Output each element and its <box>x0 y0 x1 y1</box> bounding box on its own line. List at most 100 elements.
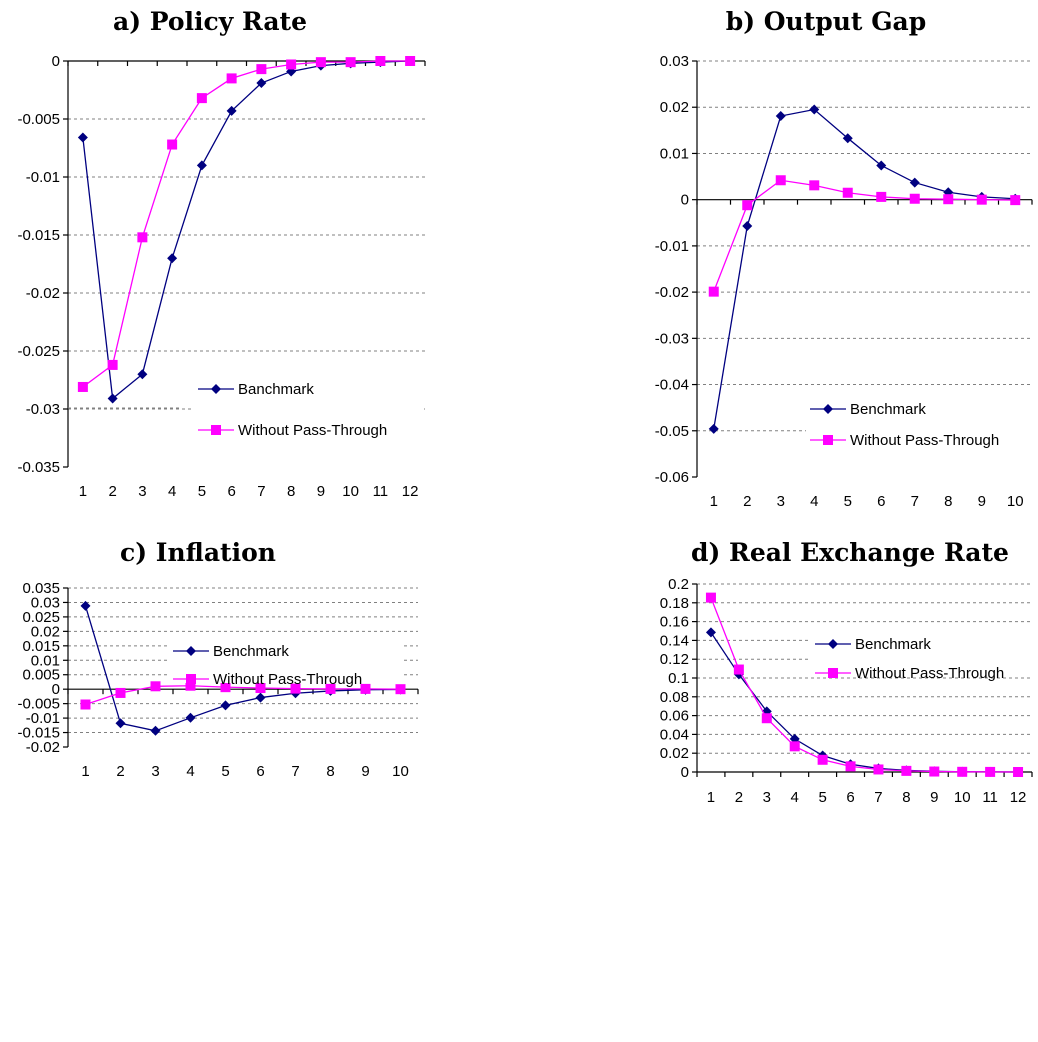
x-tick-label: 6 <box>877 493 885 510</box>
legend: Benchmark Without Pass-Through <box>169 639 404 688</box>
data-point <box>220 700 231 711</box>
x-tick-label: 5 <box>198 483 206 500</box>
data-point <box>185 680 196 691</box>
chart-title: c) Inflation <box>120 538 276 567</box>
x-tick-label: 1 <box>79 483 87 500</box>
data-point <box>705 592 716 603</box>
x-tick-label: 3 <box>138 483 146 500</box>
data-point <box>375 56 386 66</box>
data-point <box>395 684 406 695</box>
x-tick-label: 11 <box>982 789 998 806</box>
y-tick-label: -0.01 <box>26 710 60 727</box>
x-tick-label: 3 <box>763 789 771 806</box>
x-tick-label: 4 <box>810 493 818 510</box>
x-tick-label: 8 <box>326 763 334 780</box>
x-tick-label: 8 <box>902 789 910 806</box>
data-point <box>809 104 820 115</box>
legend-background <box>811 632 1031 676</box>
data-point <box>315 57 326 68</box>
series-line <box>713 179 1016 292</box>
data-point <box>909 177 920 188</box>
x-tick-label: 9 <box>930 789 938 806</box>
y-tick-label: 0.08 <box>660 689 689 706</box>
x-tick-label: 5 <box>221 763 229 780</box>
legend-background <box>806 397 1031 451</box>
data-point <box>742 221 753 232</box>
x-tick-label: 7 <box>291 763 299 780</box>
chart-panel-d: d) Real Exchange Rate0.20.180.160.140.12… <box>660 538 1033 806</box>
data-point <box>185 712 196 723</box>
legend-marker <box>823 435 833 445</box>
y-tick-label: 0 <box>52 53 60 70</box>
data-point <box>345 57 356 68</box>
data-point <box>107 393 118 404</box>
legend-label: Without Pass-Through <box>855 665 1004 682</box>
y-tick-label: 0.01 <box>660 145 689 162</box>
x-tick-label: 7 <box>257 483 265 500</box>
data-point <box>137 232 148 243</box>
x-tick-label: 2 <box>735 789 743 806</box>
y-tick-label: -0.03 <box>26 401 60 418</box>
data-point <box>325 683 336 694</box>
x-tick-label: 10 <box>342 483 359 500</box>
legend-background <box>194 377 424 461</box>
y-tick-label: 0 <box>52 681 60 698</box>
y-tick-label: 0.12 <box>660 651 689 668</box>
x-tick-label: 4 <box>186 763 194 780</box>
x-tick-label: 6 <box>227 483 235 500</box>
data-point <box>873 764 884 775</box>
legend-label: Without Pass-Through <box>238 422 387 439</box>
x-tick-label: 10 <box>392 763 409 780</box>
legend-label: Benchmark <box>213 643 289 660</box>
y-tick-label: -0.025 <box>17 343 60 360</box>
data-point <box>360 683 371 694</box>
x-tick-label: 8 <box>944 493 952 510</box>
y-tick-label: 0.02 <box>660 745 689 762</box>
x-tick-label: 10 <box>1007 493 1024 510</box>
x-tick-label: 9 <box>361 763 369 780</box>
y-tick-label: -0.05 <box>655 423 689 440</box>
y-tick-label: 0.14 <box>660 632 689 649</box>
legend-label: Banchmark <box>238 381 314 398</box>
y-tick-label: 0.2 <box>668 576 689 593</box>
data-point <box>976 194 987 205</box>
series-line <box>82 60 411 400</box>
data-point <box>286 59 297 70</box>
x-tick-label: 7 <box>911 493 919 510</box>
x-tick-label: 4 <box>791 789 799 806</box>
chart-title: b) Output Gap <box>726 7 926 36</box>
data-point <box>405 56 416 66</box>
x-tick-label: 1 <box>81 763 89 780</box>
x-tick-label: 12 <box>1010 789 1027 806</box>
data-point <box>845 761 856 772</box>
y-tick-label: 0.06 <box>660 708 689 725</box>
data-point <box>107 359 118 370</box>
legend-marker <box>211 425 221 435</box>
y-tick-label: -0.02 <box>26 285 60 302</box>
data-point <box>150 725 161 736</box>
legend-marker <box>823 404 833 414</box>
data-point <box>115 718 126 729</box>
x-tick-label: 4 <box>168 483 176 500</box>
x-tick-label: 9 <box>317 483 325 500</box>
data-point <box>1013 767 1024 777</box>
series-without-pass-through <box>705 592 1024 777</box>
y-tick-label: 0.015 <box>22 638 60 655</box>
data-point <box>226 105 237 116</box>
data-point <box>290 683 301 694</box>
data-point <box>809 180 820 191</box>
data-point <box>150 681 161 692</box>
data-point <box>909 193 920 204</box>
data-point <box>226 73 237 84</box>
y-tick-label: -0.02 <box>655 284 689 301</box>
data-point <box>789 741 800 752</box>
data-point <box>256 64 267 75</box>
series-line <box>82 60 411 388</box>
data-point <box>929 766 940 777</box>
data-point <box>256 78 267 89</box>
data-point <box>77 381 88 392</box>
x-tick-label: 6 <box>846 789 854 806</box>
legend-label: Without Pass-Through <box>213 671 362 688</box>
data-point <box>137 369 148 380</box>
